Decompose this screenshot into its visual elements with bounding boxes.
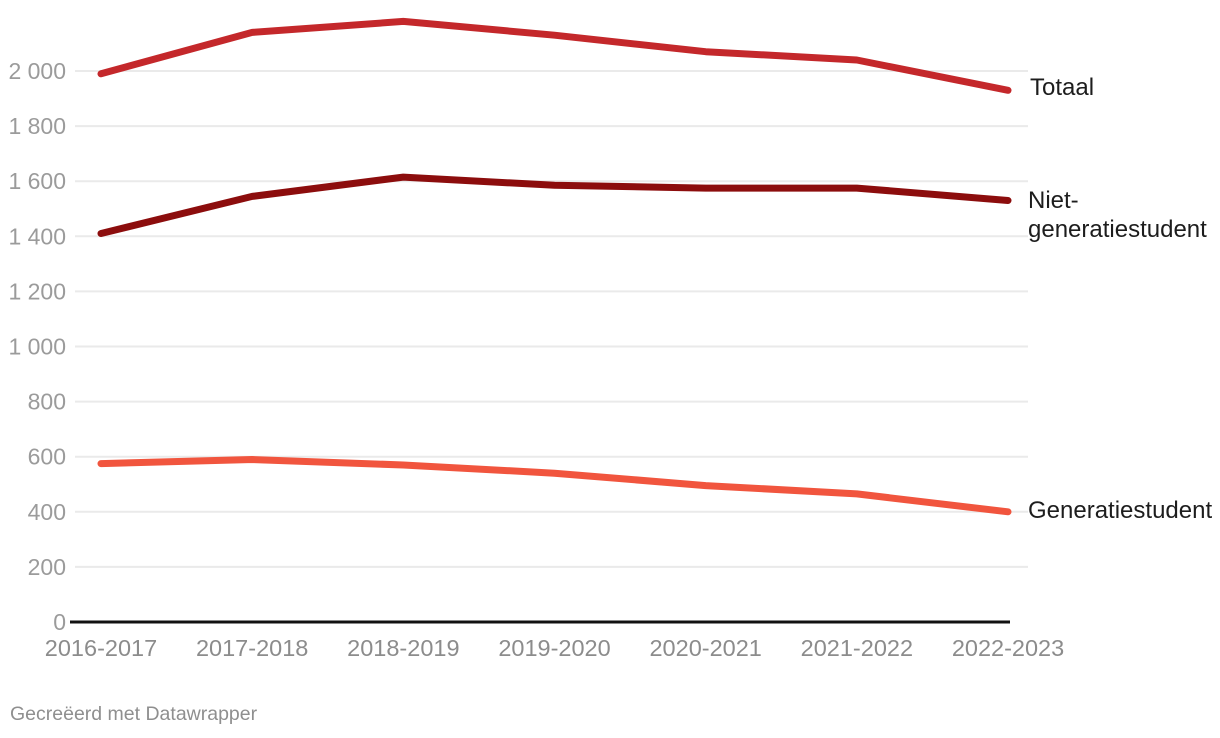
x-tick-label: 2018-2019	[347, 635, 459, 661]
series-line-generatiestudent	[97, 456, 1012, 516]
y-tick-label: 0	[53, 609, 66, 635]
x-tick-label: 2020-2021	[649, 635, 761, 661]
x-tick-label: 2019-2020	[498, 635, 610, 661]
series-label-totaal: Totaal	[1030, 74, 1095, 101]
y-tick-label: 400	[28, 499, 66, 525]
y-tick-label: 1 800	[8, 113, 66, 139]
series-line-niet-generatiestudent	[97, 173, 1012, 237]
series-line-totaal	[97, 17, 1012, 94]
x-tick-label: 2021-2022	[801, 635, 913, 661]
series-label-niet-generatiestudent: Niet-generatiestudent	[1028, 187, 1207, 243]
y-tick-label: 1 400	[8, 223, 66, 249]
y-tick-label: 1 200	[8, 278, 66, 304]
y-tick-label: 1 000	[8, 334, 66, 360]
datawrapper-credit: Gecreëerd met Datawrapper	[10, 703, 258, 725]
x-tick-label: 2016-2017	[45, 635, 157, 661]
y-tick-label: 200	[28, 554, 66, 580]
y-tick-label: 1 600	[8, 168, 66, 194]
x-tick-label: 2022-2023	[952, 635, 1064, 661]
series-label-generatiestudent: Generatiestudent	[1028, 497, 1213, 524]
y-tick-label: 800	[28, 389, 66, 415]
y-tick-label: 2 000	[8, 58, 66, 84]
y-tick-label: 600	[28, 444, 66, 470]
x-tick-label: 2017-2018	[196, 635, 308, 661]
